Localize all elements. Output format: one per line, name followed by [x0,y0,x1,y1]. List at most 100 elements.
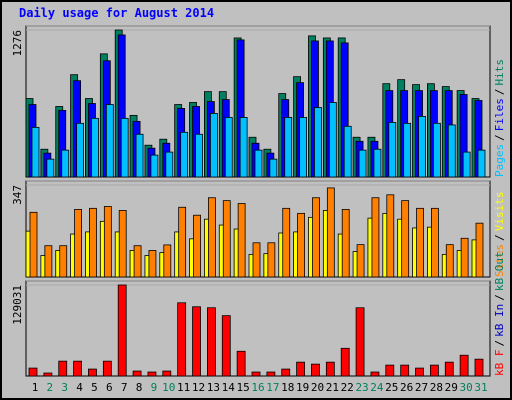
bar [193,214,201,278]
bar [177,302,187,377]
bar [73,360,82,377]
x-tick-label: 7 [121,381,128,394]
bar [222,200,231,278]
y-tick-label: 347 [11,185,24,205]
bar [418,116,426,178]
x-tick-label: 17 [266,381,279,394]
bar [31,126,40,178]
bar [432,122,441,178]
x-tick-label: 22 [341,381,354,394]
bar [163,244,172,278]
bar [385,364,395,377]
bar [178,206,187,278]
x-tick-label: 9 [151,381,158,394]
x-tick-label: 29 [445,381,458,394]
x-tick-label: 1 [32,381,39,394]
x-tick-label: 24 [370,381,384,394]
chart-title: Daily usage for August 2014 [19,6,214,20]
legend: Sites / Visits [493,192,506,278]
bar [105,104,114,178]
x-tick-label: 11 [177,381,190,394]
x-tick-label: 6 [106,381,113,394]
legend-entry: kB F [493,350,506,377]
legend: Pages / Files / Hits [493,59,506,177]
bar [195,133,203,178]
x-tick-label: 13 [207,381,220,394]
bar [239,117,248,178]
x-tick-label: 26 [400,381,413,394]
x-tick-label: 30 [460,381,473,394]
bar [254,149,263,178]
x-tick-label: 2 [47,381,54,394]
legend-entry: Sites [493,244,506,277]
bar [46,158,55,178]
legend-entry: kB In [493,304,506,337]
bar [371,197,380,278]
panel [25,280,491,377]
bar [311,363,320,377]
bar [147,371,157,377]
bar [447,124,456,178]
x-tick-label: 5 [91,381,98,394]
x-tick-label: 12 [192,381,205,394]
bar [462,151,471,178]
legend-separator: / [493,89,506,96]
bar [192,306,201,377]
bar [61,149,70,178]
bar [477,149,486,178]
bar [150,154,159,178]
bar [400,364,410,377]
x-tick-label: 21 [326,381,339,394]
bar [59,245,68,278]
bar [103,206,112,278]
bar [282,207,291,278]
bar [474,358,484,377]
legend-entry: kB Out [493,251,506,291]
legend-entry: Visits [493,192,506,232]
bar [326,187,335,278]
bar [209,113,218,178]
x-tick-label: 31 [474,381,487,394]
bar [91,117,99,178]
x-tick-label: 3 [61,381,68,394]
bar [459,354,469,377]
bar [88,368,97,377]
bar [180,131,189,178]
bar [133,245,142,278]
bar [312,197,320,278]
legend-separator: / [493,340,506,347]
bar [355,307,365,377]
bar [299,117,308,178]
bar [132,370,142,377]
bar [297,212,306,278]
bar [74,208,82,278]
bar [58,360,68,377]
bar [120,117,129,178]
bar [44,245,53,278]
legend-separator: / [493,234,506,241]
bar [281,368,291,377]
legend-separator: / [493,134,506,141]
bar [296,361,306,377]
y-tick-label: 129031 [11,285,24,325]
bar [340,347,350,377]
legend-entry: Hits [493,59,506,86]
legend: kB F / kB In / kB Out [493,251,506,376]
bar [148,250,157,278]
x-tick-label: 8 [136,381,143,394]
bar [251,371,261,377]
bar [388,121,397,178]
bar [29,211,38,278]
bar [224,117,233,178]
x-tick-label: 19 [296,381,309,394]
bar [328,102,337,178]
bar [135,133,144,178]
bar [341,208,350,278]
bar [43,372,53,377]
bar [28,367,38,377]
bar [237,203,246,278]
bar [444,361,454,377]
bar [266,371,276,377]
